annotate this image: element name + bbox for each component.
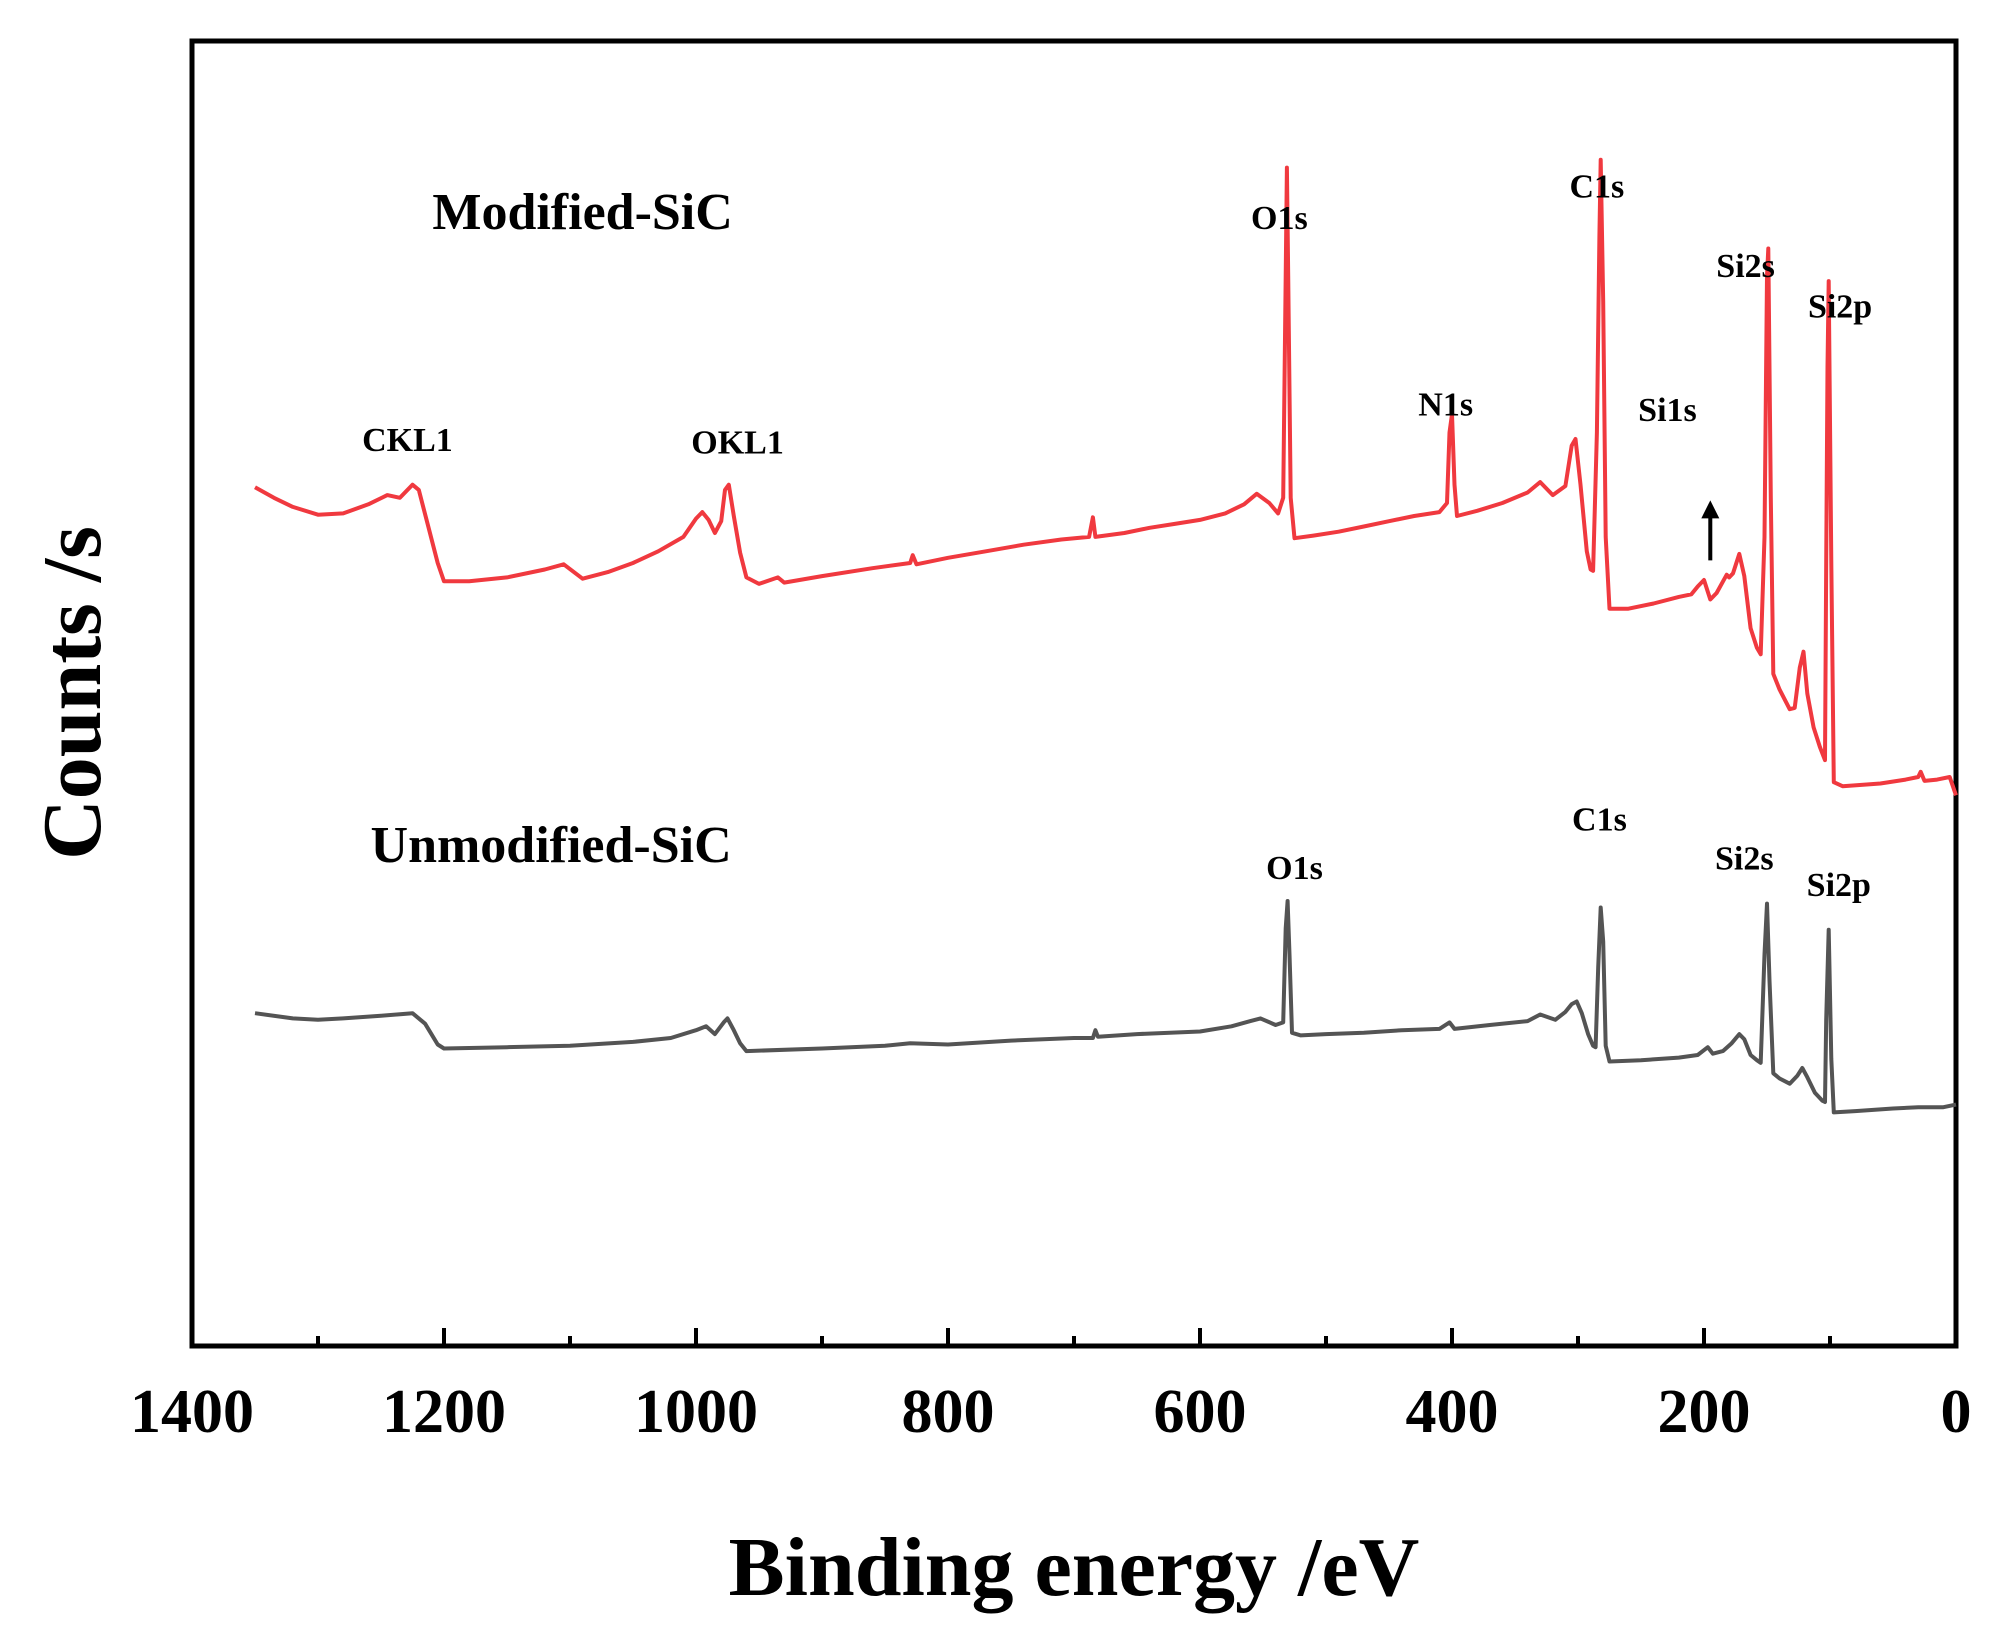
series-line-unmodified-sic (254, 899, 1957, 1115)
peak-label-si2s-10: Si2s (1715, 841, 1774, 878)
y-axis-title: Counts /s (26, 526, 119, 860)
arrow-head (1701, 500, 1720, 519)
x-tick-label-1400: 1400 (130, 1378, 254, 1446)
x-tick-label-600: 600 (1154, 1378, 1247, 1446)
x-tick-label-1000: 1000 (634, 1378, 758, 1446)
peak-label-c1s-9: C1s (1572, 802, 1627, 839)
x-tick-label-200: 200 (1658, 1378, 1751, 1446)
peak-label-si2p-7: Si2p (1808, 289, 1872, 326)
x-axis-tick-labels: 1400 1200 1000 800 600 400 200 0 (130, 1378, 1972, 1446)
series-label-1: Unmodified-SiC (371, 817, 732, 874)
x-tick-label-800: 800 (902, 1378, 995, 1446)
peak-label-si2p-11: Si2p (1807, 867, 1871, 904)
peak-label-c1s-4: C1s (1570, 169, 1625, 206)
peak-label-si2s-6: Si2s (1716, 248, 1775, 285)
annotation-layer: Modified-SiC Unmodified-SiC CKL1 OKL1 O1s N1s… (362, 169, 1872, 904)
peak-label-si1s-5: Si1s (1638, 392, 1697, 429)
x-axis-ticks (190, 1328, 1958, 1346)
x-tick-label-1200: 1200 (382, 1378, 506, 1446)
x-tick-label-400: 400 (1406, 1378, 1499, 1446)
x-axis-title: Binding energy /eV (729, 1521, 1420, 1614)
peak-label-n1s-3: N1s (1418, 387, 1473, 424)
series-layer (254, 157, 1958, 1115)
series-line-modified-sic (254, 157, 1958, 796)
x-tick-label-0: 0 (1941, 1378, 1972, 1446)
peak-label-okl1-1: OKL1 (691, 424, 784, 461)
peak-label-ckl1-0: CKL1 (362, 422, 453, 459)
peak-label-o1s-2: O1s (1251, 200, 1308, 237)
peak-label-o1s-8: O1s (1266, 850, 1323, 887)
series-label-0: Modified-SiC (432, 184, 732, 241)
